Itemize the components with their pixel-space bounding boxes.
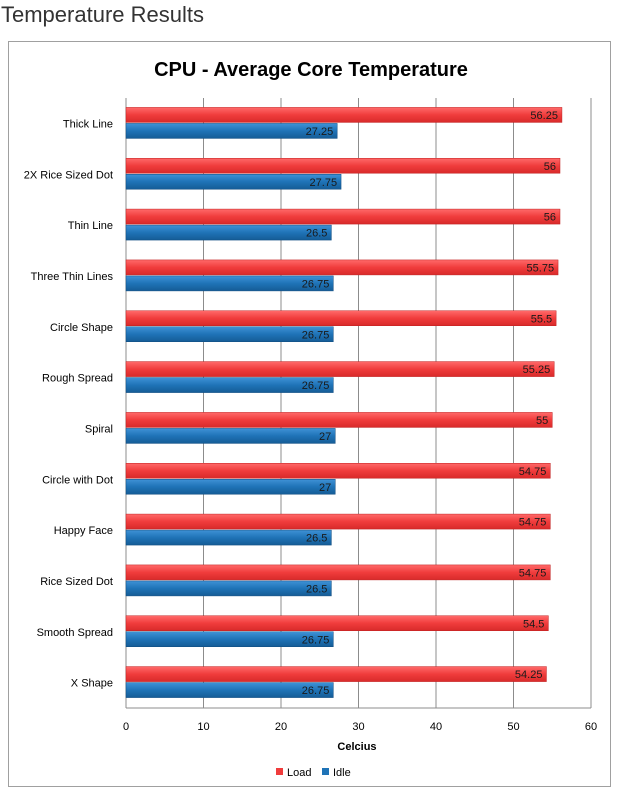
bar-load — [125, 513, 551, 530]
category-label: Thin Line — [68, 220, 113, 232]
data-label: 26.5 — [306, 228, 327, 240]
data-label: 26.5 — [306, 533, 327, 545]
bar-idle — [125, 631, 334, 647]
bar-load — [125, 158, 561, 174]
category-label: X Shape — [71, 678, 113, 690]
bar-load — [125, 208, 561, 225]
bar-idle — [125, 682, 334, 698]
data-label: 26.75 — [302, 380, 330, 392]
x-tick-label: 0 — [123, 721, 129, 733]
data-label: 54.75 — [519, 517, 547, 529]
x-tick-label: 60 — [585, 721, 597, 733]
x-tick-label: 20 — [275, 721, 287, 733]
legend-label: Load — [287, 767, 311, 779]
chart-title: CPU - Average Core Temperature — [154, 59, 468, 81]
category-label: Happy Face — [54, 525, 113, 537]
category-label: Thick Line — [63, 118, 113, 130]
data-label: 55.75 — [527, 262, 555, 274]
bar-load — [125, 107, 563, 123]
bar-idle — [125, 123, 338, 139]
x-axis-label: Celcius — [337, 741, 376, 753]
data-label: 54.75 — [519, 567, 547, 579]
category-label: 2X Rice Sized Dot — [24, 169, 113, 181]
legend-swatch-idle — [322, 768, 329, 775]
data-label: 26.75 — [302, 634, 330, 646]
bar-load — [125, 666, 547, 682]
data-label: 55.5 — [531, 313, 552, 325]
data-label: 27.25 — [306, 126, 334, 138]
x-tick-label: 50 — [507, 721, 519, 733]
category-label: Circle Shape — [50, 322, 113, 334]
data-label: 26.75 — [302, 278, 330, 290]
legend: Load Idle — [276, 767, 351, 779]
bar-load — [125, 463, 551, 479]
bar-load — [125, 564, 551, 581]
data-label: 54.5 — [523, 618, 544, 630]
bar-idle — [125, 529, 332, 546]
legend-swatch-load — [276, 768, 283, 775]
data-label: 27.75 — [310, 177, 338, 189]
bar-load — [125, 259, 559, 276]
category-label: Smooth Spread — [37, 627, 113, 639]
bar-idle — [125, 377, 334, 393]
data-label: 56 — [544, 212, 556, 224]
data-label: 55.25 — [523, 364, 551, 376]
category-label: Spiral — [85, 423, 113, 435]
x-tick-label: 10 — [197, 721, 209, 733]
data-label: 56 — [544, 161, 556, 173]
bars — [125, 107, 563, 698]
bar-idle — [125, 174, 342, 190]
x-tick-label: 40 — [430, 721, 442, 733]
category-label: Circle with Dot — [42, 474, 113, 486]
category-label: Rough Spread — [42, 373, 113, 385]
data-label: 27 — [319, 431, 331, 443]
data-label: 26.75 — [302, 685, 330, 697]
category-label: Three Thin Lines — [31, 271, 114, 283]
category-label: Rice Sized Dot — [40, 576, 113, 588]
legend-label: Idle — [333, 767, 351, 779]
bar-idle — [125, 224, 332, 241]
data-label: 54.75 — [519, 466, 547, 478]
data-label: 55 — [536, 415, 548, 427]
bar-idle — [125, 326, 334, 342]
data-label: 26.75 — [302, 329, 330, 341]
page-heading: Temperature Results — [1, 2, 204, 27]
labels: 0 10 20 30 40 50 60 Thick Line 56.25 27.25 2X Rice… — [24, 110, 597, 733]
data-label: 26.5 — [306, 583, 327, 595]
bar-idle — [125, 580, 332, 597]
bar-load — [125, 615, 549, 631]
bar-idle — [125, 428, 336, 444]
bar-idle — [125, 275, 334, 292]
bar-load — [125, 310, 557, 326]
bar-load — [125, 361, 555, 377]
grid-lines — [125, 98, 592, 709]
data-label: 27 — [319, 482, 331, 494]
bar-load — [125, 412, 553, 428]
x-tick-label: 30 — [352, 721, 364, 733]
data-label: 54.25 — [515, 669, 543, 681]
data-label: 56.25 — [530, 110, 558, 122]
bar-idle — [125, 479, 336, 495]
